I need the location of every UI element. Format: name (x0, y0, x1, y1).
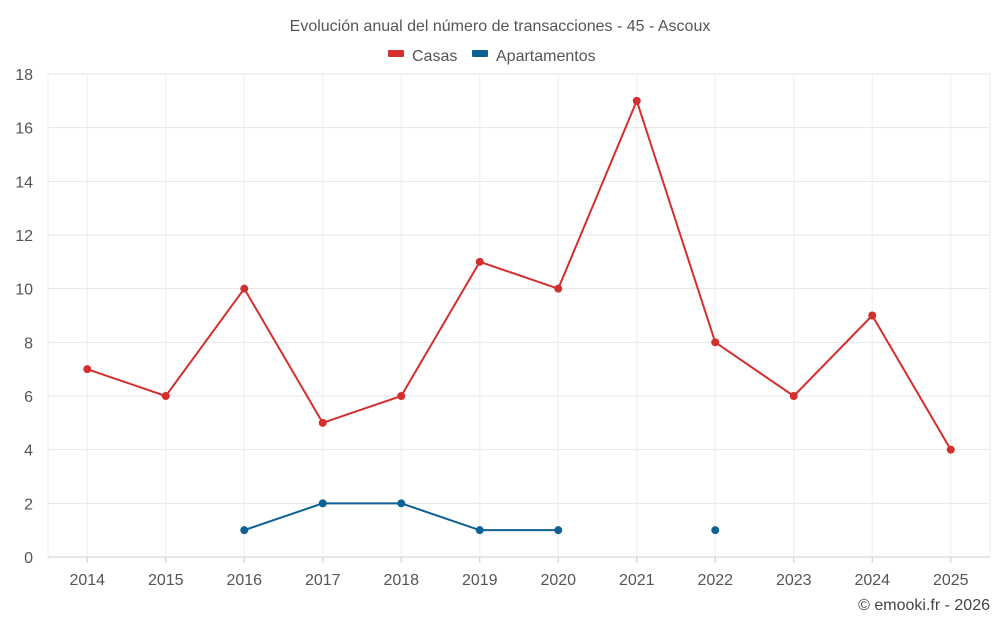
data-point-apartamentos[interactable] (711, 526, 720, 535)
series-line-casas (86, 99, 952, 451)
data-point-casas[interactable] (946, 445, 955, 454)
grid (47, 73, 991, 558)
y-axis: 0 2 4 6 8 10 12 14 16 18 (15, 67, 33, 567)
x-tick-label: 2020 (540, 572, 576, 589)
x-tick-label: 2018 (383, 572, 419, 589)
y-tick-label: 18 (15, 67, 33, 84)
data-point-apartamentos[interactable] (397, 499, 406, 508)
data-point-casas[interactable] (868, 311, 877, 320)
y-tick-label: 4 (24, 443, 33, 460)
legend-item-apartamentos[interactable]: Apartamentos (472, 48, 596, 65)
series-casas (83, 96, 955, 454)
y-tick-label: 0 (24, 550, 33, 567)
x-tick-label: 2022 (697, 572, 733, 589)
data-point-apartamentos[interactable] (318, 499, 327, 508)
legend-swatch-casas (388, 50, 404, 57)
data-point-casas[interactable] (318, 418, 327, 427)
data-point-casas[interactable] (397, 392, 406, 400)
y-tick-label: 14 (15, 174, 33, 191)
legend-swatch-apartamentos (472, 50, 488, 57)
x-tick-label: 2016 (226, 572, 262, 589)
data-point-apartamentos[interactable] (475, 526, 484, 535)
chart-title: Evolución anual del número de transaccio… (290, 18, 711, 35)
y-tick-label: 16 (15, 121, 33, 138)
y-tick-label: 8 (24, 335, 33, 352)
x-tick-label: 2024 (854, 572, 890, 589)
data-point-casas[interactable] (554, 284, 563, 293)
y-tick-label: 6 (24, 389, 33, 406)
legend: Casas Apartamentos (388, 48, 596, 65)
data-point-casas[interactable] (161, 392, 170, 400)
y-tick-label: 2 (24, 496, 33, 513)
legend-label-apartamentos: Apartamentos (496, 48, 596, 65)
credit-text: © emooki.fr - 2026 (858, 597, 990, 614)
data-point-casas[interactable] (789, 392, 798, 400)
x-axis: 2014 2015 2016 2017 2018 2019 2020 2021 2022 2023… (69, 557, 969, 589)
x-tick-label: 2023 (776, 572, 812, 589)
y-tick-label: 12 (15, 228, 33, 245)
x-tick-label: 2015 (148, 572, 184, 589)
data-point-casas[interactable] (475, 257, 484, 266)
data-point-apartamentos[interactable] (554, 526, 563, 535)
data-point-casas[interactable] (240, 284, 249, 293)
series-layer (83, 96, 955, 535)
legend-label-casas: Casas (412, 48, 457, 65)
data-point-casas[interactable] (711, 338, 720, 347)
x-tick-label: 2021 (619, 572, 655, 589)
data-point-casas[interactable] (83, 365, 92, 374)
x-tick-label: 2025 (933, 572, 969, 589)
x-tick-label: 2017 (305, 572, 341, 589)
series-apartamentos (240, 499, 720, 535)
x-tick-label: 2014 (69, 572, 105, 589)
data-point-casas[interactable] (632, 96, 641, 105)
y-tick-label: 10 (15, 282, 33, 299)
legend-item-casas[interactable]: Casas (388, 48, 457, 65)
x-tick-label: 2019 (462, 572, 498, 589)
data-point-apartamentos[interactable] (240, 526, 249, 535)
